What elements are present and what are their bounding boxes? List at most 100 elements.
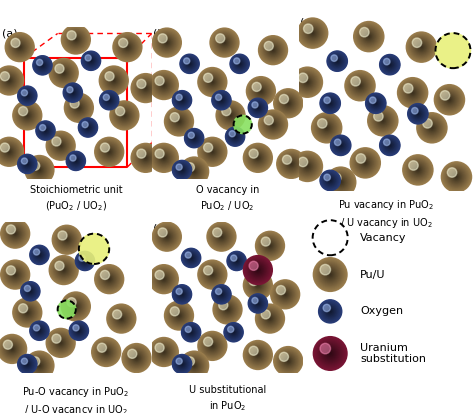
Circle shape: [73, 304, 79, 309]
Circle shape: [85, 124, 91, 131]
Circle shape: [149, 264, 179, 294]
Circle shape: [10, 347, 14, 351]
Circle shape: [109, 76, 118, 85]
Circle shape: [157, 227, 177, 247]
Circle shape: [83, 123, 92, 132]
Circle shape: [155, 271, 172, 287]
Circle shape: [58, 340, 64, 346]
Circle shape: [181, 353, 207, 378]
Circle shape: [39, 124, 52, 137]
Circle shape: [188, 132, 194, 138]
Circle shape: [99, 90, 119, 111]
Circle shape: [264, 41, 273, 50]
Circle shape: [418, 44, 425, 50]
Circle shape: [417, 113, 447, 143]
Circle shape: [134, 356, 139, 360]
Circle shape: [72, 157, 80, 164]
Circle shape: [14, 274, 16, 275]
Circle shape: [230, 254, 243, 268]
Circle shape: [331, 135, 350, 155]
Circle shape: [251, 101, 265, 115]
Circle shape: [101, 272, 117, 287]
Circle shape: [176, 95, 188, 106]
Circle shape: [359, 157, 372, 169]
Circle shape: [25, 162, 29, 166]
Circle shape: [368, 95, 384, 112]
Circle shape: [183, 250, 199, 266]
Circle shape: [172, 160, 192, 180]
Circle shape: [159, 35, 174, 50]
Circle shape: [248, 275, 268, 295]
Circle shape: [355, 153, 375, 173]
Circle shape: [177, 95, 187, 105]
Circle shape: [335, 59, 340, 64]
Circle shape: [271, 48, 275, 52]
Circle shape: [20, 357, 35, 371]
Circle shape: [36, 328, 43, 334]
Circle shape: [153, 268, 175, 290]
Circle shape: [155, 344, 172, 360]
Circle shape: [248, 345, 268, 365]
Circle shape: [235, 259, 238, 263]
Circle shape: [337, 142, 344, 149]
Circle shape: [66, 152, 85, 170]
Circle shape: [424, 120, 440, 136]
Circle shape: [157, 33, 177, 52]
Circle shape: [39, 125, 46, 131]
Circle shape: [228, 252, 246, 270]
Text: U substitutional
in PuO$_2$: U substitutional in PuO$_2$: [189, 385, 266, 413]
Circle shape: [265, 117, 281, 132]
Circle shape: [227, 325, 241, 339]
Circle shape: [176, 94, 182, 100]
Circle shape: [106, 73, 121, 88]
Circle shape: [72, 157, 80, 165]
Circle shape: [64, 237, 70, 243]
Circle shape: [70, 322, 88, 339]
Circle shape: [284, 100, 292, 107]
Circle shape: [334, 58, 340, 64]
Circle shape: [136, 357, 137, 359]
Circle shape: [6, 225, 16, 234]
Circle shape: [100, 90, 119, 110]
Circle shape: [75, 160, 77, 162]
Circle shape: [410, 90, 416, 96]
Circle shape: [231, 133, 239, 140]
Circle shape: [45, 130, 46, 132]
Circle shape: [35, 327, 44, 335]
Circle shape: [22, 90, 32, 101]
Circle shape: [259, 110, 287, 139]
Circle shape: [158, 274, 169, 285]
Circle shape: [315, 260, 345, 290]
Circle shape: [203, 142, 221, 161]
Circle shape: [169, 306, 189, 325]
Circle shape: [286, 159, 297, 169]
Circle shape: [156, 272, 172, 287]
Circle shape: [403, 83, 422, 102]
Circle shape: [277, 92, 300, 115]
Circle shape: [149, 71, 178, 100]
Circle shape: [287, 102, 290, 105]
Circle shape: [153, 223, 181, 250]
Circle shape: [143, 86, 148, 90]
Circle shape: [229, 54, 250, 74]
Circle shape: [29, 320, 50, 341]
Circle shape: [99, 268, 120, 290]
Circle shape: [331, 173, 350, 192]
Circle shape: [255, 105, 261, 111]
Circle shape: [211, 29, 238, 56]
Circle shape: [379, 54, 401, 76]
Circle shape: [307, 81, 308, 83]
Circle shape: [256, 302, 259, 305]
Circle shape: [203, 337, 213, 346]
Circle shape: [365, 93, 386, 114]
Circle shape: [163, 39, 171, 46]
Circle shape: [81, 121, 95, 134]
Circle shape: [253, 103, 263, 113]
Circle shape: [247, 344, 268, 366]
Circle shape: [264, 313, 275, 324]
Circle shape: [155, 31, 178, 54]
Circle shape: [328, 352, 332, 355]
Circle shape: [254, 104, 262, 112]
Circle shape: [437, 87, 462, 112]
Text: Vacancy: Vacancy: [360, 233, 407, 243]
